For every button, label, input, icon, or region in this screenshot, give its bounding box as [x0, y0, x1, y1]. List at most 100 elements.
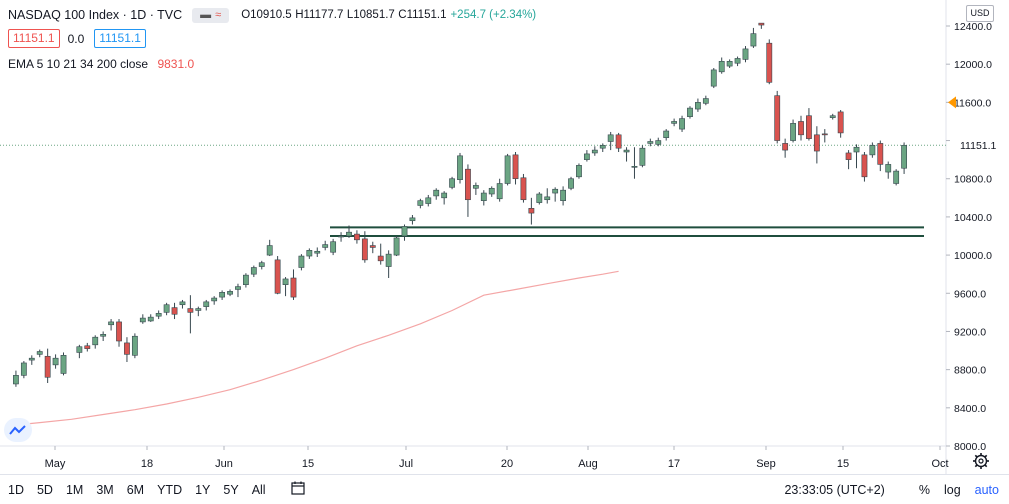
candle-body: [552, 188, 559, 194]
candle-body: [821, 133, 828, 136]
log-toggle[interactable]: log: [943, 482, 961, 497]
indicator-legend[interactable]: EMA 5 10 21 34 200 close 9831.0: [8, 57, 194, 71]
candle-body: [108, 321, 114, 326]
candle-body: [36, 351, 43, 355]
header-pill[interactable]: ▬ ≈: [192, 7, 230, 23]
candle-body: [885, 164, 892, 173]
candle-body: [250, 267, 257, 275]
candle-body: [298, 255, 305, 268]
buy-button[interactable]: 11151.1: [94, 29, 146, 48]
candle-up: [544, 188, 551, 204]
candle-body: [361, 238, 368, 261]
candle-up: [92, 335, 99, 349]
tradingview-logo-icon[interactable]: [4, 418, 32, 442]
candle-up: [385, 250, 392, 278]
symbol-title[interactable]: NASDAQ 100 Index · 1D · TVC: [8, 8, 183, 22]
candle-up: [829, 113, 836, 120]
candle-body: [607, 134, 614, 142]
candle-body: [92, 336, 99, 346]
clock-readout[interactable]: 23:33:05 (UTC+2): [784, 482, 885, 497]
candle-body: [623, 149, 630, 153]
candle-body: [124, 342, 130, 355]
spread-value: 0.0: [67, 31, 85, 46]
minus-icon[interactable]: ▬: [200, 9, 212, 21]
candle-up: [568, 176, 574, 191]
sell-button[interactable]: 11151.1: [8, 29, 60, 48]
candle-up: [607, 131, 614, 151]
candle-body: [322, 244, 329, 248]
candle-up: [663, 129, 670, 141]
candle-up: [417, 198, 424, 209]
candle-body: [710, 69, 717, 87]
y-tick-label: 9200.0: [954, 326, 986, 338]
range-5d[interactable]: 5D: [36, 482, 53, 497]
candle-body: [401, 226, 408, 237]
candle-body: [853, 146, 860, 153]
x-tick-label: Aug: [578, 458, 598, 470]
candle-up: [28, 355, 35, 365]
candle-up: [480, 190, 487, 206]
candle-up: [219, 290, 226, 300]
percent-toggle[interactable]: %: [918, 482, 930, 497]
candle-body: [346, 231, 352, 237]
candle-body: [687, 107, 693, 117]
range-all[interactable]: All: [251, 482, 266, 497]
candle-body: [449, 178, 455, 188]
candle-body: [282, 278, 289, 285]
candle-up: [338, 232, 344, 242]
range-ytd[interactable]: YTD: [157, 482, 183, 497]
candle-body: [512, 154, 519, 180]
candle-body: [243, 274, 249, 285]
candle-down: [806, 108, 812, 141]
range-3m[interactable]: 3M: [96, 482, 114, 497]
candle-body: [695, 102, 701, 110]
candle-up: [52, 354, 59, 369]
range-1m[interactable]: 1M: [65, 482, 84, 497]
ohlc-low: L10851.7: [346, 9, 395, 21]
candle-body: [44, 355, 51, 378]
currency-label[interactable]: USD: [966, 5, 994, 22]
orange-price-marker: [948, 96, 956, 109]
calendar-icon[interactable]: [291, 481, 305, 495]
candle-up: [433, 188, 440, 200]
range-1y[interactable]: 1Y: [195, 482, 211, 497]
candle-body: [227, 291, 233, 295]
candle-body: [480, 192, 487, 201]
auto-toggle[interactable]: auto: [974, 482, 999, 497]
wave-icon[interactable]: ≈: [215, 9, 222, 21]
candle-down: [798, 115, 804, 141]
range-1d[interactable]: 1D: [8, 482, 24, 497]
candle-up: [472, 182, 479, 195]
candle-up: [108, 319, 114, 331]
range-5y[interactable]: 5Y: [223, 482, 239, 497]
candle-up: [623, 147, 630, 162]
candle-body: [147, 316, 154, 322]
candle-body: [782, 143, 789, 151]
x-tick-label: May: [45, 458, 66, 470]
candle-up: [409, 215, 416, 225]
candle-body: [116, 321, 122, 342]
range-6m[interactable]: 6M: [126, 482, 145, 497]
candle-up: [425, 194, 432, 207]
candle-up: [457, 152, 463, 184]
x-tick-label: Sep: [756, 458, 776, 470]
candle-body: [893, 170, 900, 184]
price-chart[interactable]: 8000.0 8400.0 8800.0 9200.0 9600.0 10000.0 104…: [0, 0, 1009, 474]
candle-body: [235, 286, 241, 290]
candle-up: [869, 142, 876, 158]
candle-up: [536, 192, 543, 205]
candle-body: [877, 143, 884, 165]
candle-body: [187, 308, 194, 313]
candle-body: [377, 255, 384, 262]
candle-body: [901, 145, 907, 169]
candle-body: [472, 185, 479, 189]
y-tick-label: 8000.0: [954, 441, 986, 453]
trade-row: 11151.1 0.0 11151.1: [8, 29, 146, 48]
candle-down: [116, 319, 122, 347]
candle-body: [631, 166, 638, 168]
candle-body: [798, 121, 804, 136]
candle-up: [679, 115, 685, 132]
candle-up: [488, 186, 495, 197]
gear-icon[interactable]: [972, 452, 990, 470]
candle-up: [718, 57, 725, 74]
